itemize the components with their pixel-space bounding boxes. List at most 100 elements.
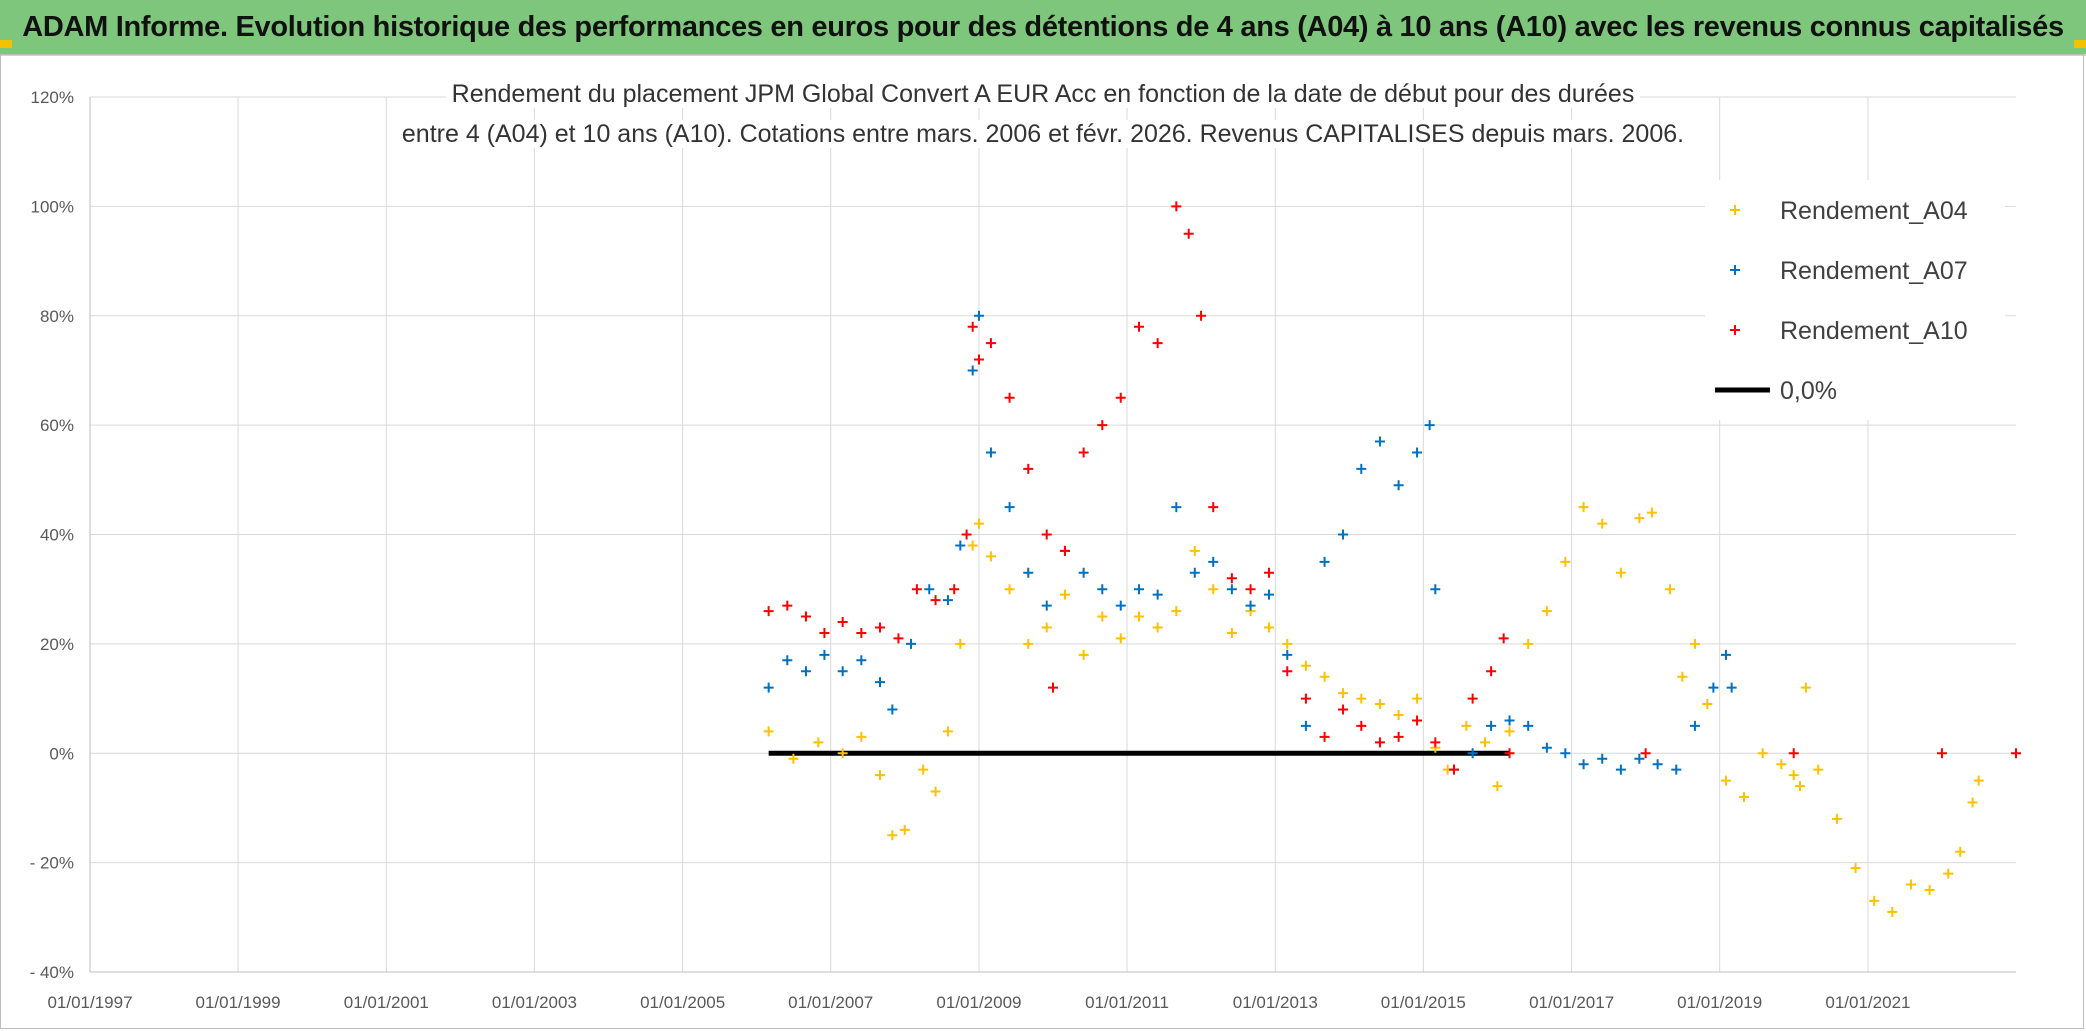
data-point-Rendement_A10 bbox=[967, 321, 978, 332]
x-tick-label: 01/01/2005 bbox=[640, 993, 725, 1012]
data-point-Rendement_A07 bbox=[874, 677, 885, 688]
data-point-Rendement_A10 bbox=[1152, 338, 1163, 349]
chart-title-text-1: Rendement du placement JPM Global Conver… bbox=[445, 80, 1641, 108]
data-point-Rendement_A10 bbox=[2011, 748, 2021, 759]
x-tick-label: 01/01/2013 bbox=[1233, 993, 1318, 1012]
data-point-Rendement_A04 bbox=[1905, 879, 1916, 890]
series-Rendement_A10 bbox=[763, 201, 2021, 775]
data-point-Rendement_A07 bbox=[1171, 502, 1182, 513]
report-banner: ADAM Informe. Evolution historique des p… bbox=[0, 0, 2086, 56]
chart-legend: Rendement_A04 Rendement_A07 Rendement_A10 0… bbox=[1705, 180, 2005, 420]
data-point-Rendement_A10 bbox=[819, 627, 830, 638]
data-point-Rendement_A07 bbox=[973, 310, 984, 321]
data-point-Rendement_A10 bbox=[1282, 666, 1293, 677]
data-point-Rendement_A07 bbox=[1523, 720, 1534, 731]
data-point-Rendement_A10 bbox=[874, 622, 885, 633]
data-point-Rendement_A04 bbox=[1646, 507, 1657, 518]
data-point-Rendement_A07 bbox=[1671, 764, 1682, 775]
data-point-Rendement_A04 bbox=[1480, 737, 1491, 748]
data-point-Rendement_A04 bbox=[1578, 502, 1589, 513]
data-point-Rendement_A04 bbox=[1702, 699, 1713, 710]
data-point-Rendement_A10 bbox=[782, 600, 793, 611]
data-point-Rendement_A07 bbox=[1041, 600, 1052, 611]
data-point-Rendement_A07 bbox=[924, 584, 935, 595]
data-point-Rendement_A04 bbox=[874, 770, 885, 781]
data-point-Rendement_A10 bbox=[800, 611, 811, 622]
data-point-Rendement_A04 bbox=[1757, 748, 1768, 759]
data-point-Rendement_A07 bbox=[782, 655, 793, 666]
data-point-Rendement_A10 bbox=[1226, 573, 1237, 584]
data-point-Rendement_A04 bbox=[1831, 813, 1842, 824]
data-point-Rendement_A10 bbox=[911, 584, 922, 595]
data-point-Rendement_A10 bbox=[1078, 447, 1089, 458]
x-tick-label: 01/01/2015 bbox=[1381, 993, 1466, 1012]
data-point-Rendement_A07 bbox=[1430, 584, 1441, 595]
data-point-Rendement_A07 bbox=[1424, 420, 1435, 431]
data-point-Rendement_A04 bbox=[1788, 770, 1799, 781]
data-point-Rendement_A07 bbox=[1615, 764, 1626, 775]
data-point-Rendement_A04 bbox=[1664, 584, 1675, 595]
data-point-Rendement_A04 bbox=[1634, 513, 1645, 524]
x-tick-label: 01/01/2017 bbox=[1529, 993, 1614, 1012]
data-point-Rendement_A04 bbox=[856, 731, 867, 742]
data-point-Rendement_A10 bbox=[1048, 682, 1058, 693]
data-point-Rendement_A04 bbox=[930, 786, 941, 797]
data-point-Rendement_A07 bbox=[1393, 480, 1404, 491]
data-point-Rendement_A07 bbox=[1208, 556, 1219, 567]
data-point-Rendement_A10 bbox=[1356, 720, 1367, 731]
data-point-Rendement_A04 bbox=[1523, 638, 1534, 649]
data-point-Rendement_A04 bbox=[1374, 699, 1385, 710]
x-tick-label: 01/01/2019 bbox=[1677, 993, 1762, 1012]
data-point-Rendement_A10 bbox=[1196, 310, 1207, 321]
data-point-Rendement_A04 bbox=[1776, 759, 1787, 770]
x-tick-label: 01/01/2001 bbox=[344, 993, 429, 1012]
data-point-Rendement_A10 bbox=[1097, 420, 1108, 431]
data-point-Rendement_A04 bbox=[1943, 868, 1954, 879]
data-point-Rendement_A10 bbox=[1183, 228, 1194, 239]
data-point-Rendement_A07 bbox=[1578, 759, 1589, 770]
data-point-Rendement_A07 bbox=[1652, 759, 1663, 770]
data-point-Rendement_A10 bbox=[1041, 529, 1052, 540]
plot-area bbox=[763, 201, 2021, 917]
data-point-Rendement_A04 bbox=[1412, 693, 1423, 704]
series-Rendement_A04 bbox=[763, 502, 1984, 917]
y-tick-label: 120% bbox=[31, 88, 74, 107]
data-point-Rendement_A07 bbox=[1189, 567, 1200, 578]
data-point-Rendement_A07 bbox=[1152, 589, 1163, 600]
data-point-Rendement_A07 bbox=[906, 638, 917, 649]
data-point-Rendement_A04 bbox=[899, 824, 910, 835]
data-point-Rendement_A04 bbox=[955, 638, 966, 649]
data-point-Rendement_A10 bbox=[1486, 666, 1497, 677]
legend-marker-Rendement_A10 bbox=[1730, 325, 1740, 335]
data-point-Rendement_A04 bbox=[1004, 584, 1015, 595]
data-point-Rendement_A04 bbox=[1794, 781, 1805, 792]
data-point-Rendement_A10 bbox=[1208, 502, 1219, 513]
data-point-Rendement_A10 bbox=[1059, 545, 1070, 556]
data-point-Rendement_A07 bbox=[1264, 589, 1275, 600]
y-axis-ticks: - 40% - 20% 0% 20% 40% 60% 80% 100% 120% bbox=[30, 88, 74, 982]
data-point-Rendement_A04 bbox=[1115, 633, 1126, 644]
data-point-Rendement_A04 bbox=[967, 540, 978, 551]
x-tick-label: 01/01/2021 bbox=[1825, 993, 1910, 1012]
y-tick-label: 100% bbox=[31, 197, 74, 216]
corner-accent-right bbox=[2074, 40, 2086, 48]
legend-label: Rendement_A10 bbox=[1780, 317, 1968, 345]
data-point-Rendement_A04 bbox=[1924, 884, 1935, 895]
data-point-Rendement_A04 bbox=[1152, 622, 1163, 633]
legend-label: Rendement_A07 bbox=[1780, 257, 1968, 285]
data-point-Rendement_A10 bbox=[1023, 463, 1034, 474]
data-point-Rendement_A04 bbox=[1461, 720, 1472, 731]
x-tick-label: 01/01/1997 bbox=[47, 993, 132, 1012]
data-point-Rendement_A04 bbox=[1813, 764, 1824, 775]
report-title: ADAM Informe. Evolution historique des p… bbox=[22, 10, 2064, 43]
data-point-Rendement_A04 bbox=[1492, 781, 1503, 792]
data-point-Rendement_A04 bbox=[813, 737, 824, 748]
data-point-Rendement_A10 bbox=[985, 338, 996, 349]
data-point-Rendement_A07 bbox=[1412, 447, 1423, 458]
data-point-Rendement_A04 bbox=[1800, 682, 1811, 693]
data-point-Rendement_A07 bbox=[1504, 715, 1515, 726]
data-point-Rendement_A04 bbox=[1023, 638, 1034, 649]
data-point-Rendement_A10 bbox=[763, 606, 774, 617]
data-point-Rendement_A07 bbox=[985, 447, 996, 458]
